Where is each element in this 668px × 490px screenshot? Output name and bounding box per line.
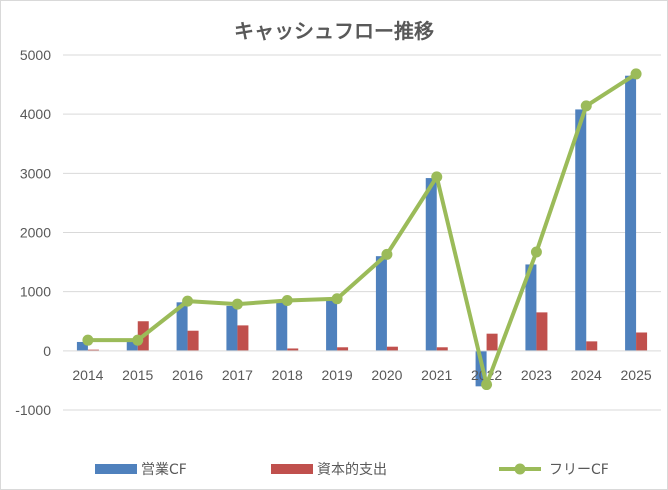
x-tick-label: 2021 bbox=[421, 367, 452, 383]
capex-bar bbox=[187, 330, 199, 351]
free-cf-point bbox=[530, 246, 542, 258]
x-tick-label: 2019 bbox=[322, 367, 353, 383]
capex-bar bbox=[386, 346, 398, 351]
y-tick-label: 5000 bbox=[20, 47, 51, 63]
free-cf-point bbox=[281, 295, 293, 307]
x-axis-tick-labels: 2014 2015 2016 2017 2018 2019 2020 2021 2022 2023… bbox=[72, 367, 652, 383]
free-cf-point bbox=[231, 298, 243, 310]
x-tick-label: 2023 bbox=[521, 367, 552, 383]
operating-cf-bar bbox=[525, 264, 537, 351]
legend-capex-swatch bbox=[271, 464, 313, 474]
capex-bar bbox=[287, 348, 299, 351]
free-cf-point bbox=[431, 171, 443, 183]
x-tick-label: 2024 bbox=[571, 367, 602, 383]
capex-bar bbox=[586, 341, 598, 351]
operating-cf-bar bbox=[326, 299, 338, 351]
free-cf-point bbox=[381, 248, 393, 260]
y-tick-label: 1000 bbox=[20, 284, 51, 300]
capex-bar bbox=[636, 332, 648, 351]
legend-label: フリーCF bbox=[549, 462, 609, 478]
operating-cf-bar bbox=[375, 256, 387, 351]
operating-cf-bar bbox=[226, 305, 238, 351]
x-tick-label: 2017 bbox=[222, 367, 253, 383]
y-tick-label: -1000 bbox=[15, 402, 51, 418]
legend-label: 営業CF bbox=[141, 462, 187, 478]
free-cf-point bbox=[481, 379, 493, 391]
bars bbox=[76, 75, 648, 387]
free-cf-point bbox=[630, 68, 642, 80]
operating-cf-bar bbox=[126, 341, 138, 351]
capex-bar bbox=[87, 349, 99, 351]
free-cf-point bbox=[580, 100, 592, 112]
capex-bar bbox=[536, 312, 548, 351]
operating-cf-bar bbox=[176, 302, 188, 351]
x-tick-label: 2022 bbox=[471, 367, 502, 383]
legend-label: 資本的支出 bbox=[317, 462, 387, 478]
operating-cf-bar bbox=[425, 178, 437, 351]
free-cf-point bbox=[182, 295, 194, 307]
capex-bar bbox=[436, 347, 448, 351]
legend-free-cf-marker bbox=[514, 463, 526, 475]
chart-title: キャッシュフロー推移 bbox=[234, 19, 434, 43]
y-tick-label: 3000 bbox=[20, 165, 51, 181]
y-tick-label: 4000 bbox=[20, 106, 51, 122]
y-tick-label: 2000 bbox=[20, 225, 51, 241]
x-tick-label: 2014 bbox=[72, 367, 103, 383]
free-cf-series-line bbox=[87, 72, 638, 387]
free-cf-point bbox=[132, 334, 144, 346]
operating-cf-bar bbox=[575, 109, 587, 351]
free-cf-point bbox=[82, 334, 94, 346]
capex-bar bbox=[486, 333, 498, 351]
free-cf-point bbox=[331, 293, 343, 305]
x-tick-label: 2016 bbox=[172, 367, 203, 383]
legend: 営業CF 資本的支出 フリーCF bbox=[95, 462, 609, 478]
y-tick-label: 0 bbox=[43, 343, 51, 359]
capex-bar bbox=[337, 347, 349, 351]
legend-operating-cf-swatch bbox=[95, 464, 137, 474]
y-axis-tick-labels: -1000 0 1000 2000 3000 4000 5000 bbox=[15, 47, 51, 418]
x-tick-label: 2020 bbox=[371, 367, 402, 383]
x-tick-label: 2018 bbox=[272, 367, 303, 383]
operating-cf-bar bbox=[76, 341, 88, 351]
free-cf-line bbox=[82, 68, 642, 391]
operating-cf-bar bbox=[625, 75, 637, 351]
x-tick-label: 2025 bbox=[621, 367, 652, 383]
x-tick-label: 2015 bbox=[122, 367, 153, 383]
operating-cf-bar bbox=[276, 302, 288, 351]
gridlines bbox=[63, 54, 661, 411]
capex-bar bbox=[237, 325, 249, 351]
